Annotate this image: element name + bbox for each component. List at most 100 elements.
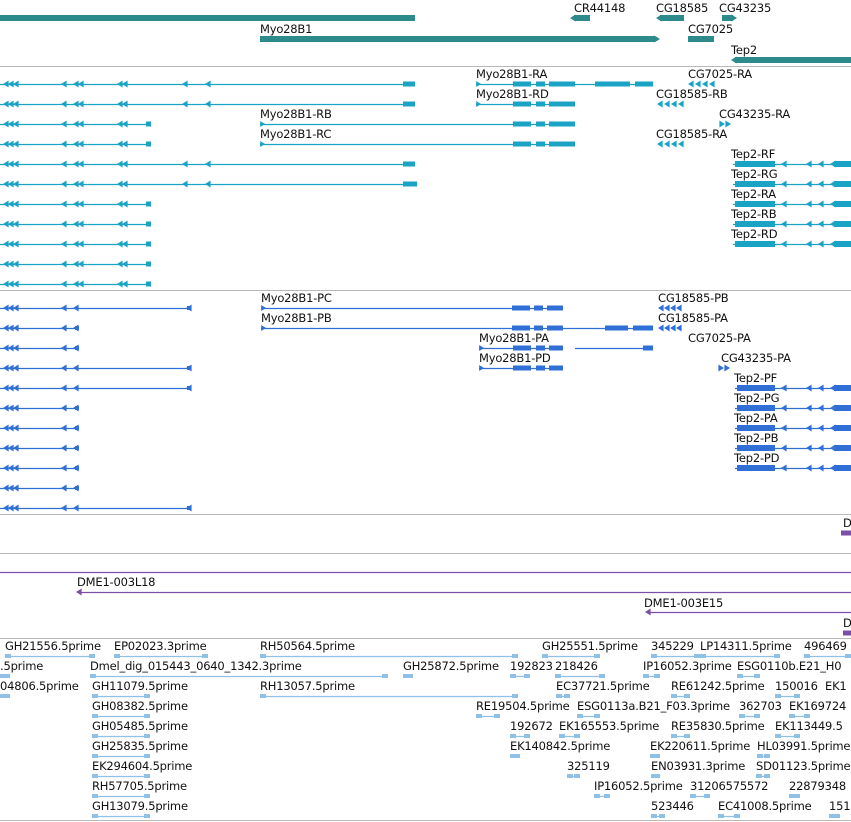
protein-exon (549, 345, 563, 351)
est-label[interactable]: HL03991.5prime (757, 739, 851, 753)
gene-label-cg7025[interactable]: CG7025 (688, 22, 734, 36)
est-label[interactable]: GH21556.5prime (5, 639, 101, 653)
est-label[interactable]: SD01123.5prime (756, 759, 851, 773)
transcript-label-myo28b1-rb[interactable]: Myo28B1-RB (260, 107, 332, 121)
est-block (794, 734, 800, 738)
est-label[interactable]: 345229 (651, 639, 694, 653)
protein-label-tep2-pf[interactable]: Tep2-PF (734, 371, 778, 385)
est-label[interactable]: RE35830.5prime (671, 719, 765, 733)
est-label[interactable]: EN03931.3prime (651, 759, 746, 773)
clone-label-dme1-003e15[interactable]: DME1-003E15 (644, 596, 724, 610)
est-label[interactable]: 192823 (510, 659, 553, 673)
est-label[interactable]: 04806.5prime (0, 679, 79, 693)
transcript-label-tep2-rd[interactable]: Tep2-RD (731, 227, 778, 241)
protein-label-myo28b1-pc[interactable]: Myo28B1-PC (261, 291, 332, 305)
est-label[interactable]: GH13079.5prime (92, 799, 188, 813)
est-label[interactable]: 523446 (651, 799, 694, 813)
est-label[interactable]: EK165553.5prime (559, 719, 660, 733)
clone-label-edge-1[interactable]: D (843, 516, 851, 530)
protein-label-tep2-pb[interactable]: Tep2-PB (734, 431, 779, 445)
protein-label-myo28b1-pa[interactable]: Myo28B1-PA (479, 331, 549, 345)
transcript-label-tep2-rg[interactable]: Tep2-RG (731, 167, 778, 181)
transcript-label-cg7025-ra[interactable]: CG7025-RA (688, 67, 752, 81)
est-label[interactable]: 218426 (555, 659, 598, 673)
strand-arrow-left (818, 240, 824, 248)
est-label[interactable]: RE61242.5prime (671, 679, 765, 693)
transcript-label-tep2-rf[interactable]: Tep2-RF (731, 147, 776, 161)
gene-label-myo28b1[interactable]: Myo28B1 (260, 22, 313, 36)
est-block (794, 794, 800, 798)
transcript-label-cg18585-ra[interactable]: CG18585-RA (656, 127, 728, 141)
est-label[interactable]: 362703 (739, 699, 782, 713)
gene-label-cr44148[interactable]: CR44148 (574, 1, 626, 15)
transcript-label-myo28b1-rc[interactable]: Myo28B1-RC (260, 127, 332, 141)
est-label[interactable]: RE19504.5prime (476, 699, 570, 713)
transcript-label-myo28b1-ra[interactable]: Myo28B1-RA (476, 67, 548, 81)
est-block (92, 754, 98, 758)
protein-label-myo28b1-pd[interactable]: Myo28B1-PD (479, 351, 551, 365)
est-label[interactable]: EK169724 (789, 699, 847, 713)
strand-arrow-left (13, 424, 19, 432)
est-label[interactable]: EK140842.5prime (510, 739, 611, 753)
est-label[interactable]: EP02023.3prime (114, 639, 207, 653)
est-label[interactable]: 151 (829, 799, 851, 813)
est-label[interactable]: RH57705.5prime (92, 779, 187, 793)
est-label[interactable]: RH50564.5prime (260, 639, 355, 653)
est-label[interactable]: EC37721.5prime (556, 679, 650, 693)
est-label[interactable]: EK113449.5 (775, 719, 843, 733)
est-label[interactable]: RH13057.5prime (260, 679, 355, 693)
est-label[interactable]: GH05485.5prime (92, 719, 188, 733)
est-label[interactable]: EC41008.5prime (718, 799, 812, 813)
strand-arrow-left (3, 444, 9, 452)
est-label[interactable]: GH25551.5prime (542, 639, 638, 653)
est-label[interactable]: 325119 (567, 759, 610, 773)
est-label[interactable]: LP14311.5prime (700, 639, 792, 653)
protein-label-tep2-pd[interactable]: Tep2-PD (734, 451, 780, 465)
transcript-label-tep2-rb[interactable]: Tep2-RB (731, 207, 777, 221)
protein-label-cg18585-pb[interactable]: CG18585-PB (658, 291, 729, 305)
est-label[interactable]: ESG0113a.B21_F03.3prime (577, 699, 730, 713)
protein-label-tep2-pg[interactable]: Tep2-PG (734, 391, 780, 405)
est-label[interactable]: EK1 (825, 679, 847, 693)
est-label[interactable]: 192672 (510, 719, 553, 733)
est-label[interactable]: EK294604.5prime (92, 759, 193, 773)
strand-arrow-left (61, 240, 67, 248)
strand-arrow-left (13, 120, 19, 128)
est-label[interactable]: EK220611.5prime (650, 739, 751, 753)
protein-label-tep2-pa[interactable]: Tep2-PA (734, 411, 778, 425)
est-label[interactable]: 150016 (775, 679, 818, 693)
est-label[interactable]: 31206575572 (690, 779, 769, 793)
est-label[interactable]: IP16052.3prime (643, 659, 732, 673)
clone-label-edge-2[interactable]: D (843, 616, 851, 630)
protein-exon (834, 385, 851, 391)
transcript-label-cg18585-rb[interactable]: CG18585-RB (656, 87, 728, 101)
est-block (718, 814, 724, 818)
gene-label-cg18585[interactable]: CG18585 (656, 1, 709, 15)
protein-label-cg7025-pa[interactable]: CG7025-PA (688, 331, 751, 345)
est-label[interactable]: GH25872.5prime (403, 659, 499, 673)
transcript-label-tep2-ra[interactable]: Tep2-RA (731, 187, 776, 201)
clone-label-dme1-003l18[interactable]: DME1-003L18 (77, 575, 156, 589)
est-label[interactable]: 22879348 (789, 779, 846, 793)
strand-arrow-left (818, 424, 824, 432)
transcript-label-myo28b1-rd[interactable]: Myo28B1-RD (476, 87, 549, 101)
strand-arrow-left (122, 240, 128, 248)
transcript-exon (403, 81, 415, 87)
protein-exon (534, 305, 543, 311)
est-label[interactable]: .5prime (0, 659, 44, 673)
est-label[interactable]: GH08382.5prime (92, 699, 188, 713)
gene-label-cg43235[interactable]: CG43235 (719, 1, 772, 15)
protein-label-cg43235-pa[interactable]: CG43235-PA (721, 351, 791, 365)
transcript-label-cg43235-ra[interactable]: CG43235-RA (719, 107, 791, 121)
est-label[interactable]: GH11079.5prime (92, 679, 188, 693)
est-label[interactable]: 496469 (804, 639, 847, 653)
est-label[interactable]: Dmel_dig_015443_0640_1342.3prime (90, 659, 302, 673)
gene-label-tep2[interactable]: Tep2 (731, 43, 757, 57)
strand-arrow-left (117, 220, 123, 228)
protein-label-cg18585-pa[interactable]: CG18585-PA (658, 311, 728, 325)
est-block (764, 754, 770, 758)
protein-label-myo28b1-pb[interactable]: Myo28B1-PB (261, 311, 332, 325)
est-label[interactable]: GH25835.5prime (92, 739, 188, 753)
est-label[interactable]: ESG0110b.E21_H0 (737, 659, 842, 673)
est-label[interactable]: IP16052.5prime (594, 779, 683, 793)
